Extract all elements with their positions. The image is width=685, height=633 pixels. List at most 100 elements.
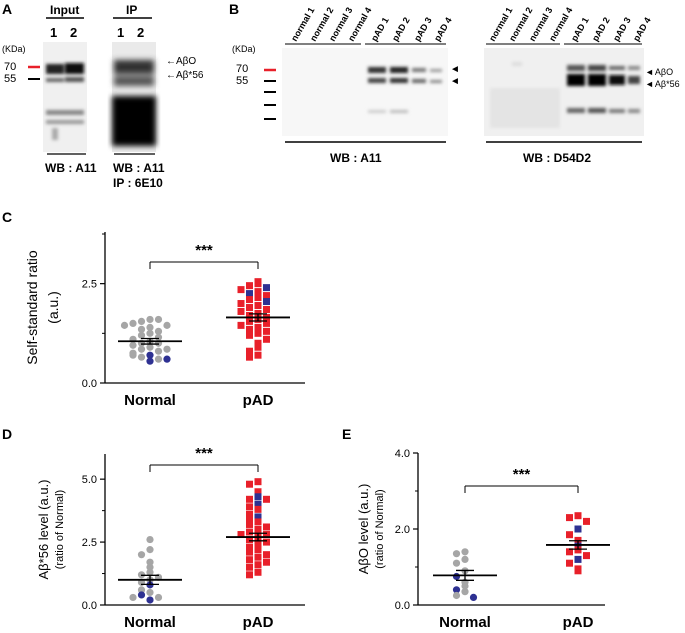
y-tick-label: 2.5 (82, 537, 97, 549)
data-point (246, 331, 253, 339)
marker-70-b: 70 (236, 63, 248, 75)
data-point (246, 304, 253, 311)
data-point (146, 357, 154, 365)
data-point (461, 582, 469, 590)
data-point (263, 335, 270, 343)
data-point (246, 503, 253, 511)
panel-c-letter: C (2, 209, 12, 225)
chart-d: D 0.0 2.5 5.0 Aβ*56 level (a.u.) (ratio of No… (2, 426, 305, 631)
data-point (246, 520, 253, 528)
blot-d54d2 (484, 43, 644, 143)
data-point (146, 351, 154, 359)
data-point (254, 526, 262, 533)
data-point (461, 548, 469, 556)
data-point (452, 591, 461, 600)
data-point (254, 568, 262, 576)
caption-input: WB : A11 (45, 161, 97, 175)
data-point (146, 558, 154, 566)
data-point (137, 586, 146, 594)
data-point (469, 593, 478, 602)
data-point (254, 553, 262, 561)
data-point (137, 353, 146, 361)
data-point (254, 488, 262, 496)
y-axis-label-unit: (a.u.) (45, 291, 61, 324)
data-point (263, 495, 270, 503)
data-point (137, 331, 146, 339)
x-category-label: pAD (563, 614, 594, 631)
band-label-abo-a: ←AβO (166, 56, 196, 67)
data-point (263, 319, 270, 327)
data-point (246, 290, 253, 298)
data-point (254, 561, 262, 569)
x-category-label: Normal (124, 392, 176, 409)
data-point (246, 296, 253, 304)
x-category-label: pAD (243, 392, 274, 409)
data-point (461, 555, 469, 564)
caption-ip-line2: IP : 6E10 (113, 176, 163, 190)
data-point (566, 548, 573, 556)
data-point (583, 552, 590, 560)
data-point (146, 315, 154, 324)
data-point (566, 514, 573, 522)
data-point (566, 559, 573, 567)
y-tick-label: 2.5 (82, 279, 97, 291)
y-tick-label: 4.0 (395, 448, 410, 460)
panel-a-letter: A (2, 1, 12, 17)
data-point (246, 528, 253, 536)
band-label-ab56-b: ◄Aβ*56 (645, 79, 680, 89)
data-point (254, 288, 262, 296)
data-point (254, 478, 262, 486)
data-point (246, 282, 253, 290)
data-point (246, 548, 253, 556)
data-point (254, 493, 262, 501)
data-point (263, 327, 270, 335)
panel-a: A Input IP 1 2 1 2 (KDa) 70 55 (2, 1, 204, 190)
data-point (246, 353, 253, 361)
data-point (254, 351, 262, 359)
data-point (146, 329, 154, 337)
y-axis-label: Aβ*56 level (a.u.) (36, 480, 51, 580)
data-point (163, 345, 171, 353)
data-point (263, 531, 270, 539)
lane-label: pAD 3 (412, 15, 434, 43)
data-point (146, 323, 154, 331)
panel-b: B (KDa) 70 55 (229, 1, 680, 165)
data-point (254, 541, 262, 549)
data-point (237, 300, 245, 308)
lane-label: pAD 1 (569, 15, 591, 43)
marker-55-a: 55 (4, 73, 16, 85)
lane-2-input: 2 (70, 25, 77, 40)
data-point (246, 347, 253, 355)
data-point (574, 546, 582, 554)
arrow-ab56-b1: ◄ (450, 76, 460, 87)
lane-1-ip: 1 (117, 25, 124, 40)
data-point (246, 510, 253, 518)
y-tick-label: 0.0 (82, 378, 97, 390)
data-point (154, 315, 163, 324)
data-point (461, 588, 469, 596)
data-point (129, 593, 137, 602)
x-category-label: Normal (124, 614, 176, 631)
data-point (129, 351, 137, 359)
lane-label: pAD 4 (631, 15, 653, 43)
chart-e: E 0.0 2.0 4.0 AβO level (a.u.) (ratio of Norm… (342, 426, 610, 631)
data-point (246, 495, 253, 503)
panel-b-letter: B (229, 1, 239, 17)
data-point (137, 317, 146, 326)
panel-e-letter: E (342, 426, 351, 442)
data-point (237, 286, 245, 294)
data-point (237, 321, 245, 329)
data-point (452, 550, 461, 558)
data-point (246, 325, 253, 333)
band-label-abo-b: ◄AβO (645, 67, 673, 77)
x-category-label: pAD (243, 614, 274, 631)
panel-d-letter: D (2, 426, 12, 442)
significance-stars: *** (513, 466, 531, 483)
data-point (246, 563, 253, 571)
data-point (254, 294, 262, 302)
data-point (583, 517, 590, 525)
data-point (566, 531, 573, 539)
data-point (452, 586, 461, 594)
